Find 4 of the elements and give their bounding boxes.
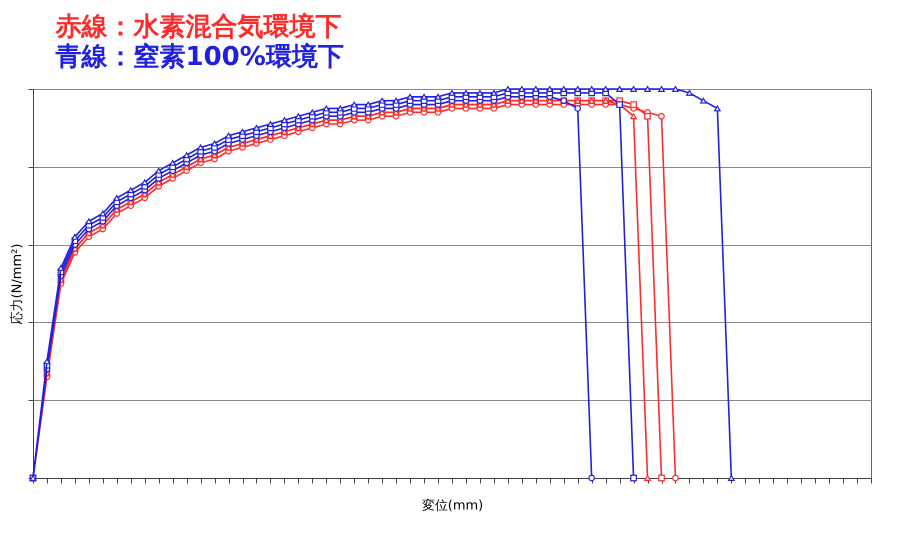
x-axis-title: 変位(mm) — [422, 498, 484, 514]
chart-subtitle: 青線：窒素100%環境下 — [54, 42, 344, 72]
chart-title: 赤線：水素混合気環境下 — [54, 12, 342, 42]
y-axis-title: 応力(N/mm²) — [9, 244, 25, 324]
